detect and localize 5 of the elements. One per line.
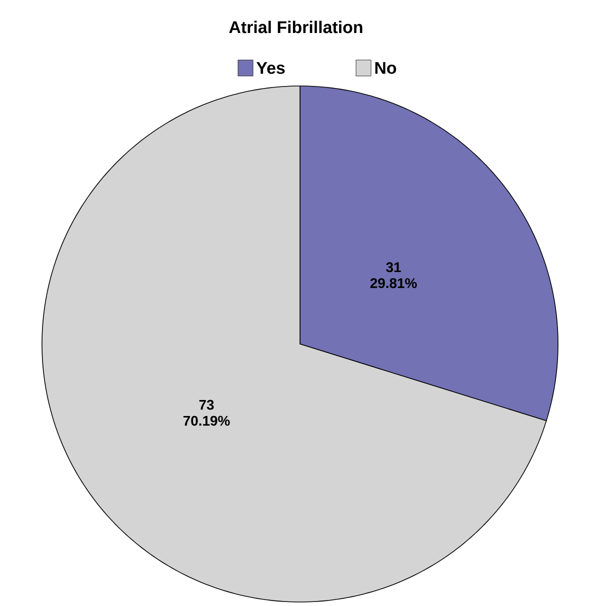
legend-label: Yes [256, 62, 285, 74]
chart-title: Atrial Fibrillation [229, 20, 362, 34]
data-label: 31 29.81% [370, 262, 417, 288]
data-label: 73 70.19% [183, 400, 230, 426]
legend-label: No [375, 62, 396, 74]
